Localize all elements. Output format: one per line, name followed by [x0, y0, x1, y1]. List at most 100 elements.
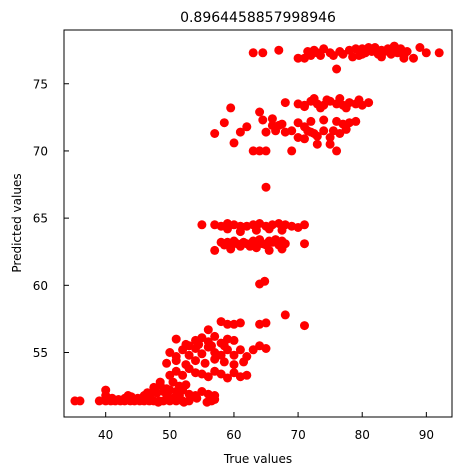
data-point [255, 146, 265, 156]
x-tick-label: 80 [355, 428, 370, 442]
data-point [300, 239, 309, 249]
data-point [235, 227, 245, 237]
data-point [293, 53, 303, 63]
data-point [258, 48, 268, 58]
data-point [235, 127, 245, 137]
data-point [202, 397, 212, 407]
data-point [197, 349, 207, 359]
data-point [341, 124, 351, 134]
data-point [223, 373, 232, 383]
data-point [300, 220, 309, 230]
chart-title: 0.8964458857998946 [180, 10, 336, 26]
data-point [300, 321, 309, 331]
data-point [181, 360, 191, 370]
data-point [229, 360, 239, 370]
data-point [229, 368, 239, 378]
data-point [219, 357, 229, 367]
data-point [277, 244, 287, 254]
y-tick-label: 70 [33, 144, 48, 158]
data-point [251, 243, 261, 253]
data-point [389, 41, 399, 51]
data-point [242, 370, 252, 380]
data-point [229, 335, 239, 345]
data-point [123, 391, 133, 400]
data-point [166, 395, 176, 404]
data-point [409, 53, 418, 63]
data-point [251, 225, 261, 235]
data-point [248, 146, 258, 156]
data-point [191, 356, 200, 366]
data-point [200, 358, 210, 368]
data-point [309, 94, 319, 103]
data-point [261, 127, 271, 137]
data-point [207, 341, 216, 351]
data-point [255, 107, 265, 117]
data-point [261, 182, 271, 192]
data-point [219, 341, 229, 351]
y-tick-label: 60 [33, 279, 48, 293]
data-point [153, 397, 163, 407]
data-point [94, 396, 104, 406]
plot-frame [63, 29, 453, 418]
data-point [210, 331, 220, 341]
data-point [306, 116, 316, 126]
data-point [351, 116, 361, 126]
x-tick-label: 70 [290, 428, 305, 442]
data-point [319, 44, 329, 54]
data-point [267, 120, 277, 130]
data-point [248, 48, 258, 58]
x-tick-label: 60 [226, 428, 241, 442]
data-point [223, 319, 232, 329]
data-point [155, 377, 165, 387]
data-point [260, 276, 270, 286]
data-point [194, 339, 204, 349]
data-point [210, 395, 220, 404]
data-point [335, 94, 345, 103]
data-point [229, 350, 239, 360]
data-point [341, 103, 351, 113]
data-point [171, 356, 181, 366]
data-point [203, 325, 213, 335]
y-axis: 55 60 65 70 75 [33, 77, 69, 360]
data-point [402, 47, 412, 56]
data-point [178, 370, 188, 380]
data-point [319, 126, 329, 136]
y-axis-label: Predicted values [10, 173, 24, 272]
data-point [165, 348, 175, 357]
data-point [377, 52, 386, 62]
data-point [338, 49, 348, 59]
data-point [277, 119, 287, 129]
data-point [351, 44, 361, 54]
data-point [354, 95, 364, 105]
data-point [184, 350, 194, 360]
data-point [357, 49, 367, 59]
data-point [223, 224, 232, 234]
data-point [264, 245, 274, 255]
data-point [274, 45, 284, 55]
data-point [277, 225, 287, 235]
data-point [332, 64, 342, 74]
data-point [335, 129, 345, 138]
data-point [421, 48, 431, 58]
data-point [181, 380, 191, 390]
data-point [192, 393, 202, 403]
data-point [348, 52, 358, 62]
data-point [293, 118, 303, 128]
data-point [174, 391, 184, 400]
x-axis: 40 50 60 70 80 90 [98, 412, 434, 442]
data-point [101, 385, 111, 395]
data-point [142, 388, 152, 398]
data-point [328, 51, 338, 60]
data-point [309, 129, 319, 138]
data-points [70, 41, 444, 407]
data-point [261, 318, 271, 328]
data-point [197, 333, 207, 343]
data-point [235, 318, 245, 328]
data-point [162, 358, 172, 368]
data-point [229, 138, 239, 148]
data-point [325, 139, 335, 149]
data-point [287, 126, 297, 136]
data-point [203, 372, 213, 382]
data-point [248, 345, 258, 355]
